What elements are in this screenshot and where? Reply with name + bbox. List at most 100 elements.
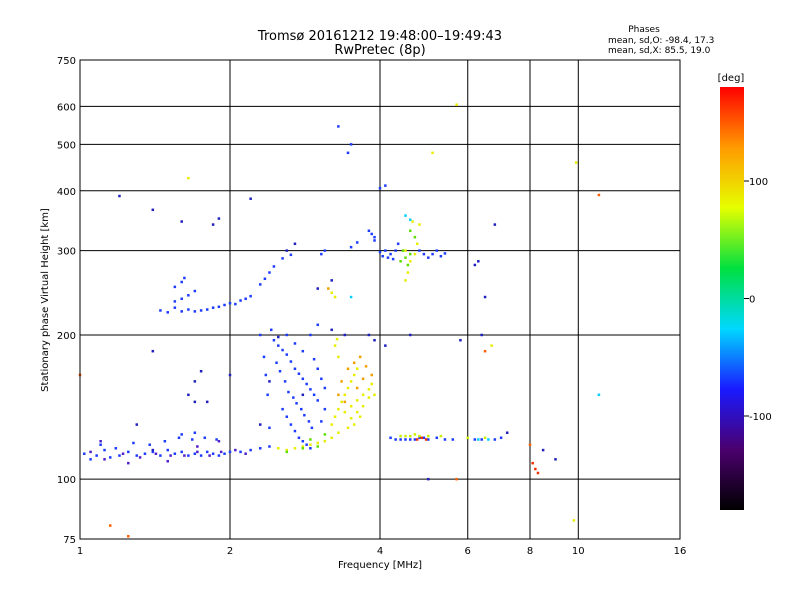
- data-point: [266, 393, 269, 397]
- data-point: [272, 265, 276, 268]
- data-point: [203, 436, 207, 440]
- data-point: [361, 377, 365, 381]
- data-point: [173, 306, 177, 309]
- data-point: [159, 309, 162, 312]
- data-point: [143, 452, 147, 455]
- data-point: [370, 373, 373, 377]
- data-point: [183, 454, 186, 457]
- data-point: [205, 400, 209, 404]
- data-point: [305, 443, 308, 446]
- data-point: [301, 445, 305, 448]
- y-tick-label: 200: [57, 331, 76, 342]
- data-point: [364, 365, 368, 368]
- data-point: [217, 305, 221, 309]
- data-point: [424, 438, 428, 441]
- data-point: [151, 448, 155, 452]
- data-point: [408, 252, 412, 256]
- data-point: [483, 295, 487, 299]
- data-point: [330, 279, 333, 282]
- data-point: [418, 249, 421, 252]
- data-point: [355, 399, 359, 402]
- data-point: [217, 454, 221, 457]
- data-point: [108, 456, 112, 459]
- data-point: [285, 353, 289, 356]
- data-point: [83, 452, 86, 455]
- data-point: [309, 388, 312, 391]
- data-point: [166, 311, 169, 314]
- data-point: [396, 242, 400, 246]
- data-point: [89, 458, 92, 461]
- x-tick-label: 4: [377, 546, 383, 557]
- data-point: [285, 415, 289, 418]
- data-point: [349, 245, 353, 249]
- data-point: [358, 415, 362, 418]
- data-point: [132, 441, 135, 445]
- data-point: [435, 249, 439, 252]
- data-point: [399, 438, 402, 441]
- data-point: [367, 333, 371, 337]
- data-point: [541, 448, 545, 452]
- data-point: [333, 344, 337, 347]
- data-point: [427, 256, 430, 259]
- data-point: [166, 448, 169, 452]
- data-point: [205, 308, 209, 311]
- data-point: [408, 218, 412, 221]
- data-point: [320, 420, 323, 423]
- data-point: [404, 279, 407, 282]
- data-point: [343, 400, 347, 404]
- data-point: [316, 445, 319, 448]
- data-point: [370, 382, 373, 386]
- y-tick-label: 100: [57, 475, 76, 486]
- data-point: [323, 433, 327, 436]
- data-point: [118, 454, 121, 457]
- data-point: [333, 415, 337, 418]
- data-point: [358, 355, 362, 359]
- data-point: [316, 441, 319, 445]
- data-point: [138, 456, 142, 459]
- colorbar-tick-label: -100: [749, 412, 772, 423]
- data-point: [373, 393, 376, 397]
- data-point: [127, 450, 130, 454]
- data-point: [180, 280, 183, 284]
- data-point: [281, 348, 284, 352]
- data-point: [330, 423, 333, 426]
- data-point: [258, 283, 262, 286]
- data-point: [320, 252, 323, 256]
- data-point: [572, 519, 576, 522]
- data-point: [320, 377, 323, 381]
- data-point: [127, 534, 130, 538]
- colorbar-tick-label: 0: [749, 295, 755, 306]
- data-point: [408, 438, 412, 441]
- data-point: [219, 450, 223, 454]
- x-tick-label: 16: [674, 546, 687, 557]
- data-point: [187, 294, 190, 297]
- data-point: [493, 438, 497, 441]
- data-point: [293, 429, 297, 433]
- data-points: [78, 103, 601, 538]
- data-point: [183, 276, 186, 280]
- data-point: [451, 438, 455, 441]
- data-point: [352, 423, 356, 426]
- data-point: [352, 361, 356, 364]
- data-point: [373, 338, 376, 342]
- data-point: [180, 220, 183, 223]
- data-point: [323, 386, 327, 390]
- data-point: [415, 242, 419, 246]
- data-point: [95, 454, 98, 457]
- data-point: [193, 289, 197, 293]
- data-point: [262, 355, 266, 359]
- data-point: [333, 295, 337, 299]
- data-point: [413, 438, 417, 441]
- data-point: [148, 443, 151, 446]
- data-point: [275, 361, 278, 364]
- data-point: [309, 438, 312, 441]
- data-point: [208, 454, 211, 457]
- data-point: [554, 458, 557, 461]
- chart-subtitle: RwPretec (8p): [334, 43, 425, 58]
- data-point: [268, 271, 271, 274]
- data-point: [239, 450, 242, 454]
- data-point: [493, 223, 497, 226]
- data-point: [301, 349, 305, 353]
- data-point: [303, 413, 306, 417]
- data-point: [443, 438, 447, 441]
